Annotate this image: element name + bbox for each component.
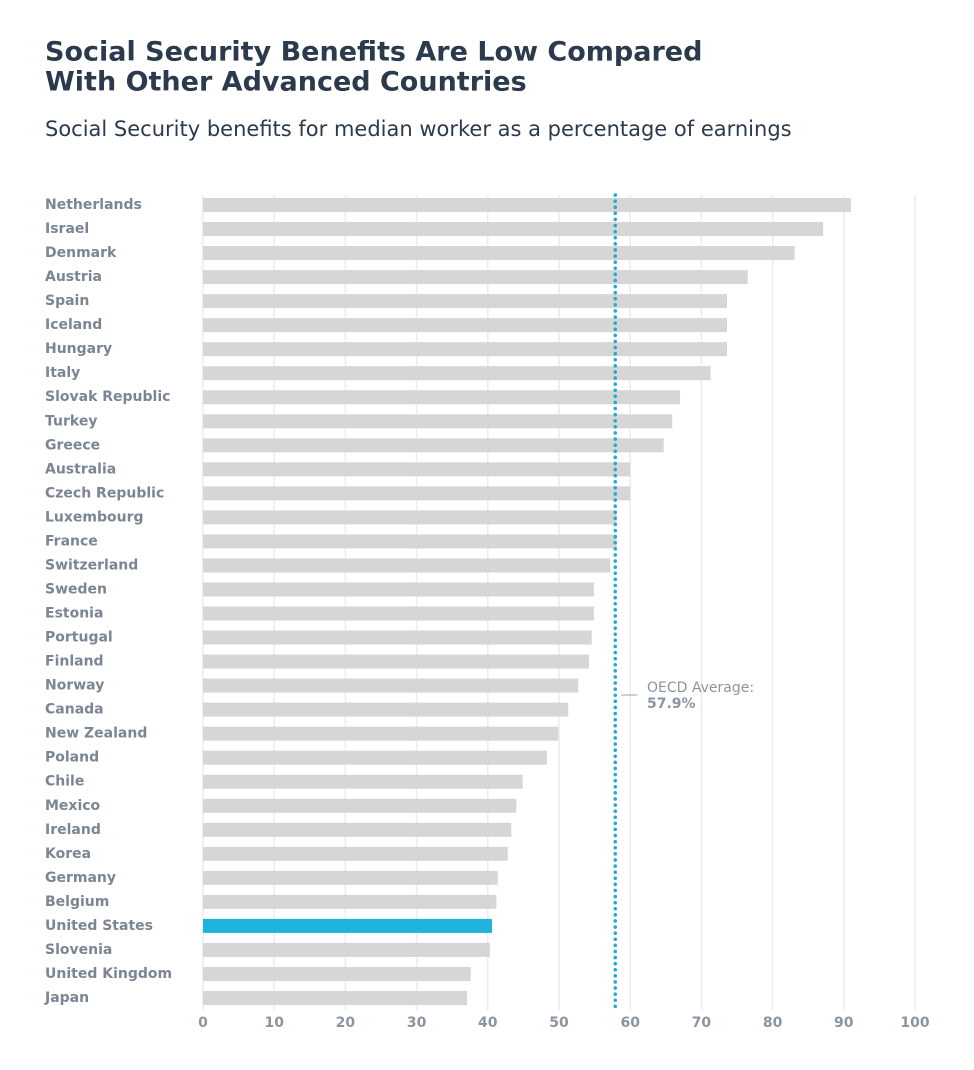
bar (203, 366, 711, 381)
chart-title: With Other Advanced Countries (45, 67, 527, 98)
x-tick-label: 80 (763, 1015, 783, 1031)
category-label: France (45, 533, 98, 549)
category-label: Chile (45, 774, 84, 790)
x-tick-label: 20 (336, 1015, 356, 1031)
category-label: Japan (44, 990, 89, 1006)
category-label: United Kingdom (45, 966, 172, 982)
x-tick-label: 0 (198, 1015, 208, 1031)
category-label: Netherlands (45, 197, 142, 213)
bar (203, 822, 512, 837)
bar (203, 991, 468, 1005)
x-tick-label: 60 (620, 1015, 640, 1031)
category-label: Norway (45, 678, 104, 694)
bar (203, 294, 728, 309)
x-tick-label: 70 (692, 1015, 712, 1031)
bar (203, 606, 594, 621)
bar (203, 750, 547, 765)
annotation-value: 57.9% (647, 696, 696, 712)
category-label: Switzerland (45, 557, 138, 573)
category-label: Luxembourg (45, 509, 144, 525)
bar (203, 918, 493, 933)
bar (203, 198, 851, 212)
bar (203, 462, 631, 477)
bar (203, 774, 523, 789)
category-label: Spain (45, 293, 89, 309)
category-label: Poland (45, 750, 99, 766)
bar (203, 390, 681, 405)
bar (203, 342, 728, 357)
category-label: Denmark (45, 245, 117, 261)
bar (203, 942, 490, 957)
category-label: Portugal (45, 630, 113, 646)
bar (203, 222, 824, 237)
category-label: Austria (45, 269, 102, 285)
category-label: Ireland (45, 822, 101, 838)
bar (203, 438, 664, 453)
category-label: Finland (45, 654, 104, 670)
category-label: Italy (45, 365, 80, 381)
bar (203, 726, 559, 741)
bar (203, 654, 589, 669)
category-label: Slovenia (45, 942, 112, 958)
bar (203, 678, 579, 693)
bar (203, 846, 508, 861)
category-label: Iceland (45, 317, 102, 333)
x-tick-label: 50 (549, 1015, 569, 1031)
bar (203, 630, 592, 645)
bar (203, 534, 617, 549)
category-label: Canada (45, 702, 104, 718)
x-tick-label: 30 (407, 1015, 427, 1031)
bar (203, 894, 497, 909)
x-tick-label: 90 (834, 1015, 854, 1031)
bar (203, 870, 498, 885)
category-label: Czech Republic (45, 485, 164, 501)
category-label: Estonia (45, 606, 103, 622)
category-label: United States (45, 918, 153, 934)
bar (203, 702, 569, 717)
category-label: Germany (45, 870, 116, 886)
bar (203, 510, 617, 525)
x-tick-label: 10 (264, 1015, 284, 1031)
category-label: Belgium (45, 894, 109, 910)
bar (203, 414, 673, 429)
category-label: Slovak Republic (45, 389, 170, 405)
category-label: Israel (45, 221, 89, 237)
annotation-label: OECD Average: (647, 680, 754, 696)
bar (203, 246, 795, 261)
category-label: Australia (45, 461, 116, 477)
bar (203, 318, 728, 333)
category-label: Korea (45, 846, 91, 862)
bar (203, 558, 611, 573)
bar (203, 270, 748, 285)
bar (203, 966, 471, 981)
bar (203, 798, 517, 813)
x-tick-label: 100 (900, 1015, 929, 1031)
category-label: Mexico (45, 798, 101, 814)
category-label: Hungary (45, 341, 112, 357)
chart-subtitle: Social Security benefits for median work… (45, 117, 792, 141)
category-label: New Zealand (45, 726, 147, 742)
category-label: Sweden (45, 581, 107, 597)
chart-title: Social Security Benefits Are Low Compare… (45, 37, 702, 68)
bar (203, 582, 594, 597)
x-tick-label: 40 (478, 1015, 498, 1031)
category-label: Greece (45, 437, 100, 453)
category-label: Turkey (45, 413, 97, 429)
bar (203, 486, 631, 501)
